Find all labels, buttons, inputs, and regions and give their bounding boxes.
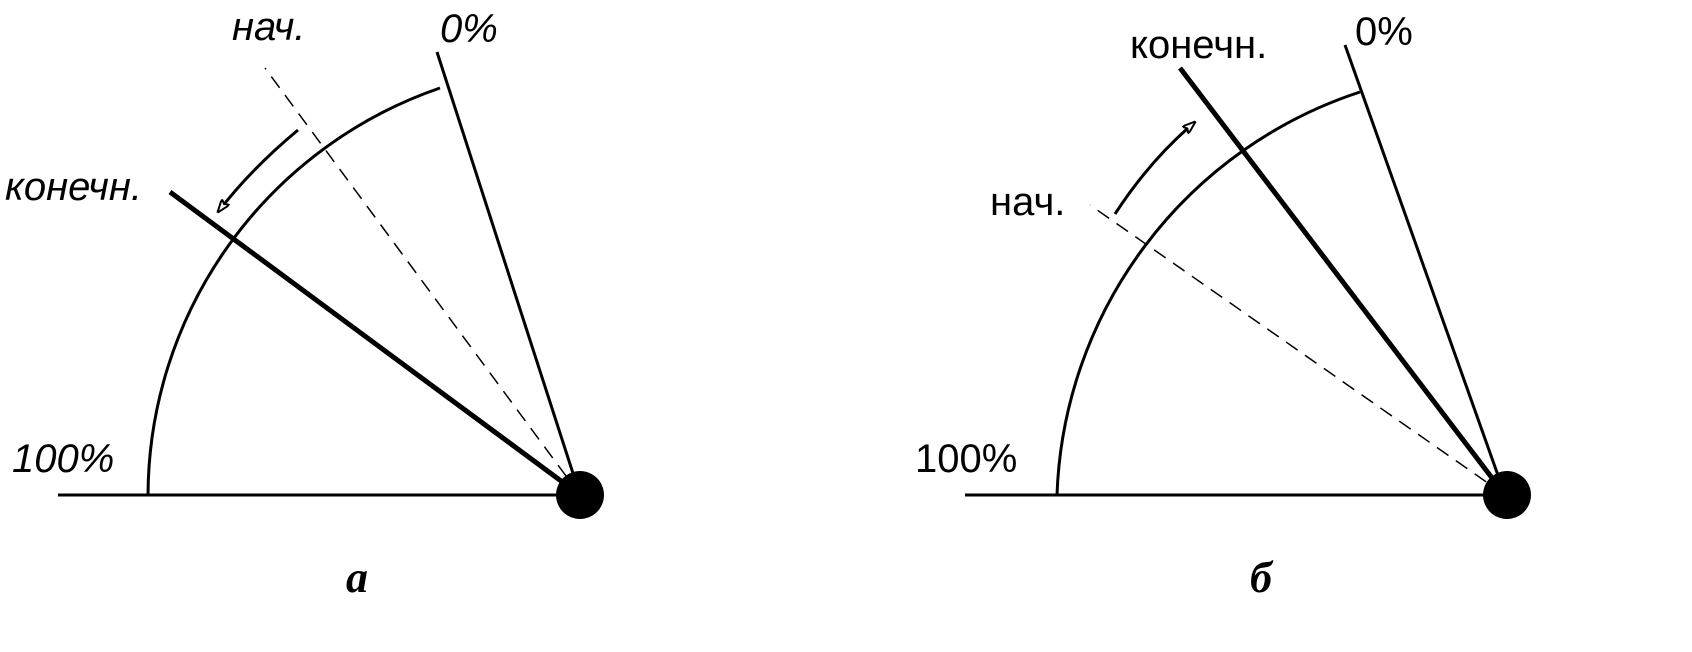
diagram-a: нач. 0% конечн. 100% а — [5, 5, 604, 602]
label-full: 100% — [12, 437, 114, 481]
label-full: 100% — [915, 437, 1017, 481]
caption-a: а — [346, 553, 368, 602]
direction-arrow-icon — [1113, 122, 1195, 215]
end-line — [168, 189, 582, 498]
scale-arc — [146, 86, 441, 496]
diagram-b: конечн. 0% нач. 100% б — [915, 10, 1531, 602]
label-zero: 0% — [440, 7, 498, 51]
zero-line — [435, 51, 582, 496]
zero-line — [1343, 44, 1507, 496]
direction-arrow-icon — [218, 128, 299, 212]
start-line-dashed — [264, 67, 581, 496]
end-line — [1178, 66, 1507, 497]
label-end: конечн. — [1130, 23, 1267, 67]
pivot — [1483, 471, 1531, 519]
label-start: нач. — [990, 180, 1065, 224]
label-start: нач. — [232, 5, 305, 49]
start-line-dashed — [1089, 204, 1506, 496]
pivot — [556, 471, 604, 519]
caption-b: б — [1250, 553, 1274, 602]
label-zero: 0% — [1355, 10, 1413, 54]
scale-arc — [1055, 90, 1361, 496]
label-end: конечн. — [5, 165, 142, 209]
